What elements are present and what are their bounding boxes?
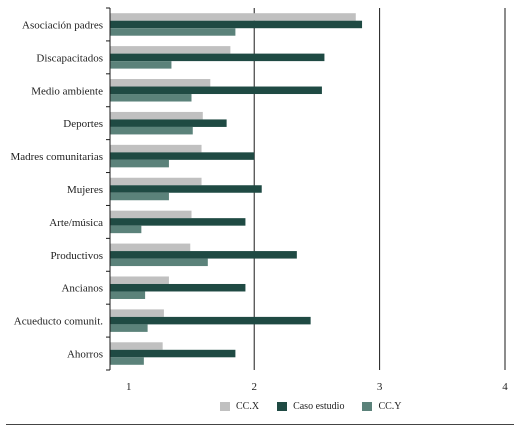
- legend-label-ccy: CC.Y: [378, 401, 402, 412]
- bar-1-9: [110, 316, 311, 325]
- grid-lines: [253, 8, 506, 370]
- bar-0-3: [110, 111, 203, 120]
- bar-1-7: [110, 251, 297, 259]
- bar-0-0: [110, 13, 356, 21]
- bar-1-1: [110, 53, 325, 62]
- bar-0-7: [110, 243, 191, 252]
- bottom-rule: [6, 424, 514, 425]
- legend-label-caso-estudio: Caso estudio: [293, 401, 345, 412]
- bar-0-4: [110, 144, 202, 153]
- category-label: Ahorros: [67, 349, 103, 361]
- bar-2-10: [110, 357, 144, 365]
- category-label: Medio ambiente: [31, 85, 103, 97]
- category-label: Arte/música: [49, 217, 103, 229]
- category-label: Acueducto comunit.: [14, 316, 103, 328]
- legend: CC.X Caso estudio CC.Y: [220, 401, 402, 412]
- category-label: Deportes: [63, 118, 103, 130]
- legend-label-ccx: CC.X: [236, 401, 260, 412]
- category-label: Mujeres: [67, 184, 103, 196]
- category-label: Discapacitados: [36, 52, 103, 64]
- bar-2-0: [110, 28, 236, 36]
- bar-2-9: [110, 324, 148, 332]
- x-tick-label: 1: [126, 381, 132, 393]
- bar-1-10: [110, 349, 236, 358]
- legend-swatch-caso-estudio: [277, 402, 288, 411]
- legend-swatch-ccx: [220, 402, 230, 411]
- bar-0-9: [110, 309, 164, 317]
- x-tick-label: 2: [251, 381, 257, 393]
- bar-1-3: [110, 119, 227, 127]
- legend-swatch-ccy: [362, 402, 373, 411]
- legend-item-ccy: CC.Y: [362, 401, 402, 412]
- bar-2-7: [110, 258, 208, 267]
- bar-1-2: [110, 86, 322, 95]
- bar-0-6: [110, 210, 192, 219]
- x-tick-label: 4: [502, 381, 508, 393]
- axes: [106, 7, 111, 371]
- bar-2-4: [110, 159, 169, 168]
- bar-1-5: [110, 185, 262, 193]
- category-labels: Asociación padres Discapacitados Medio amb…: [10, 19, 103, 360]
- bar-2-8: [110, 291, 146, 299]
- bar-2-2: [110, 94, 192, 102]
- tick-labels: 1 2 3 4: [126, 381, 508, 393]
- bar-0-5: [110, 177, 202, 186]
- bar-0-1: [110, 46, 231, 54]
- x-tick-label: 3: [377, 381, 383, 393]
- bar-1-8: [110, 283, 246, 292]
- category-label: Ancianos: [61, 283, 103, 295]
- legend-item-ccx: CC.X: [220, 401, 259, 412]
- bar-0-2: [110, 79, 211, 87]
- bars: [110, 13, 363, 365]
- bar-1-0: [110, 20, 363, 29]
- bar-2-1: [110, 61, 172, 69]
- bar-0-10: [110, 342, 163, 350]
- bar-2-3: [110, 126, 193, 135]
- bar-0-8: [110, 276, 169, 284]
- bar-2-5: [110, 192, 169, 201]
- category-label: Asociación padres: [22, 19, 103, 31]
- bar-1-4: [110, 152, 255, 160]
- bar-1-6: [110, 218, 246, 226]
- legend-item-caso-estudio: Caso estudio: [277, 401, 344, 412]
- category-label: Madres comunitarias: [10, 151, 103, 163]
- bar-2-6: [110, 225, 142, 234]
- category-label: Productivos: [50, 250, 103, 262]
